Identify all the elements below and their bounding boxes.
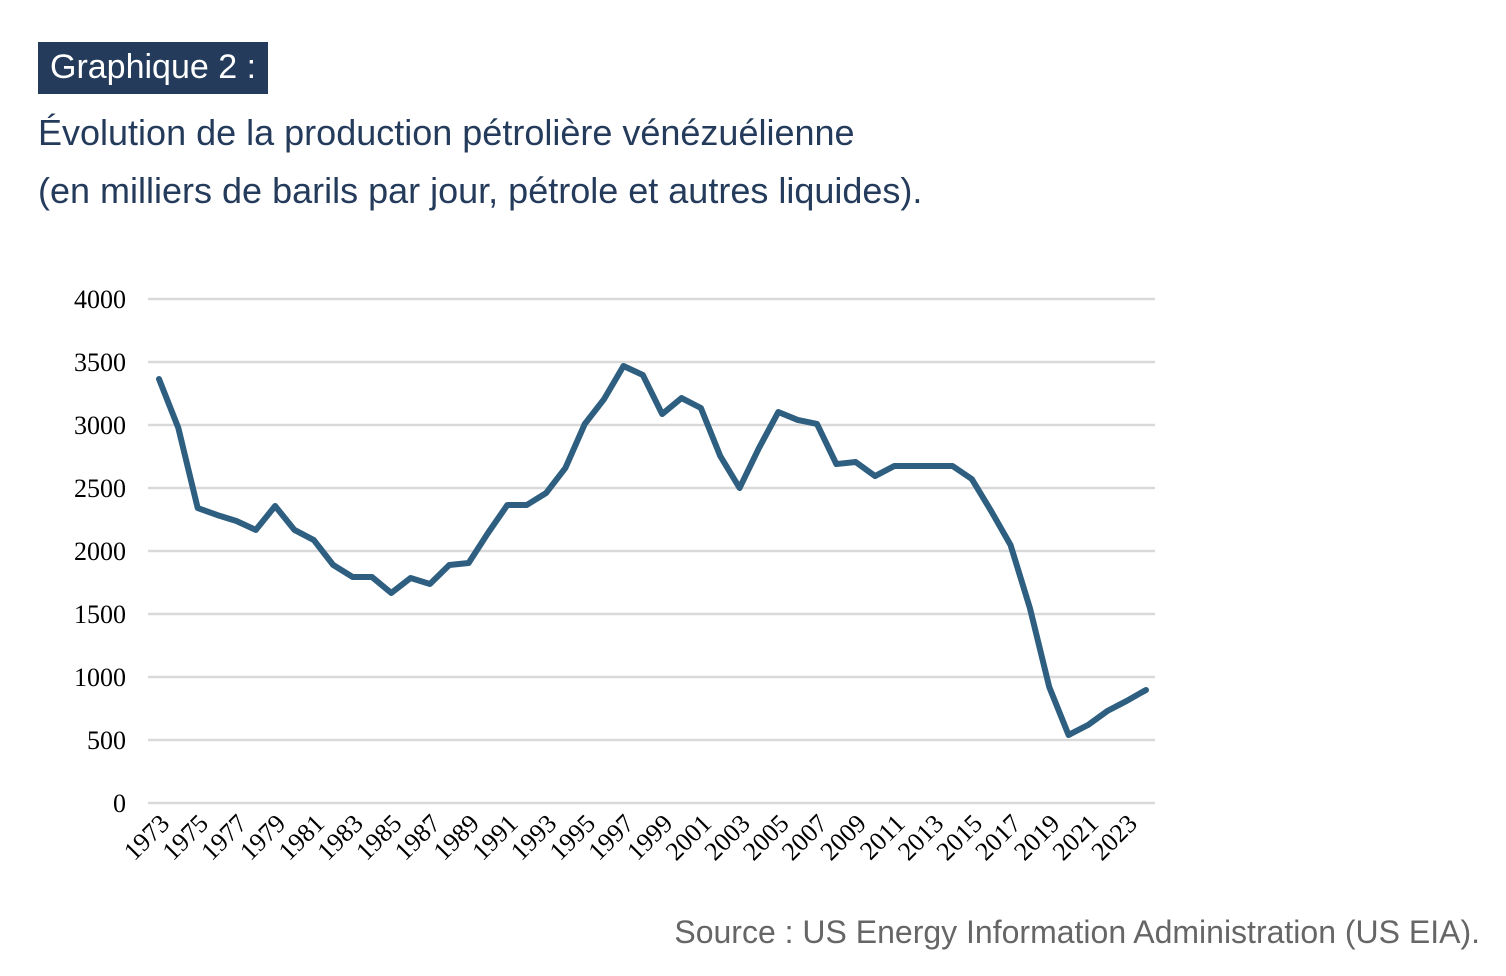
y-tick-label: 2500 [74,474,126,503]
series-line-production [156,363,1149,738]
y-tick-label: 2000 [74,537,126,566]
y-tick-label: 1000 [74,663,126,692]
source-note: Source : US Energy Information Administr… [674,914,1480,950]
y-tick-label: 0 [113,789,126,818]
y-tick-label: 3000 [74,411,126,440]
title-line-2: (en milliers de barils par jour, pétrole… [38,170,923,211]
x-tick-label: 2023 [1086,809,1143,866]
title-line-1: Évolution de la production pétrolière vé… [38,112,855,153]
y-tick-label: 4000 [74,285,126,314]
chart-title: Évolution de la production pétrolière vé… [38,104,922,220]
y-tick-label: 1500 [74,600,126,629]
chart-number-tag: Graphique 2 : [38,42,269,94]
y-tick-label: 3500 [74,348,126,377]
y-tick-label: 500 [87,726,126,755]
